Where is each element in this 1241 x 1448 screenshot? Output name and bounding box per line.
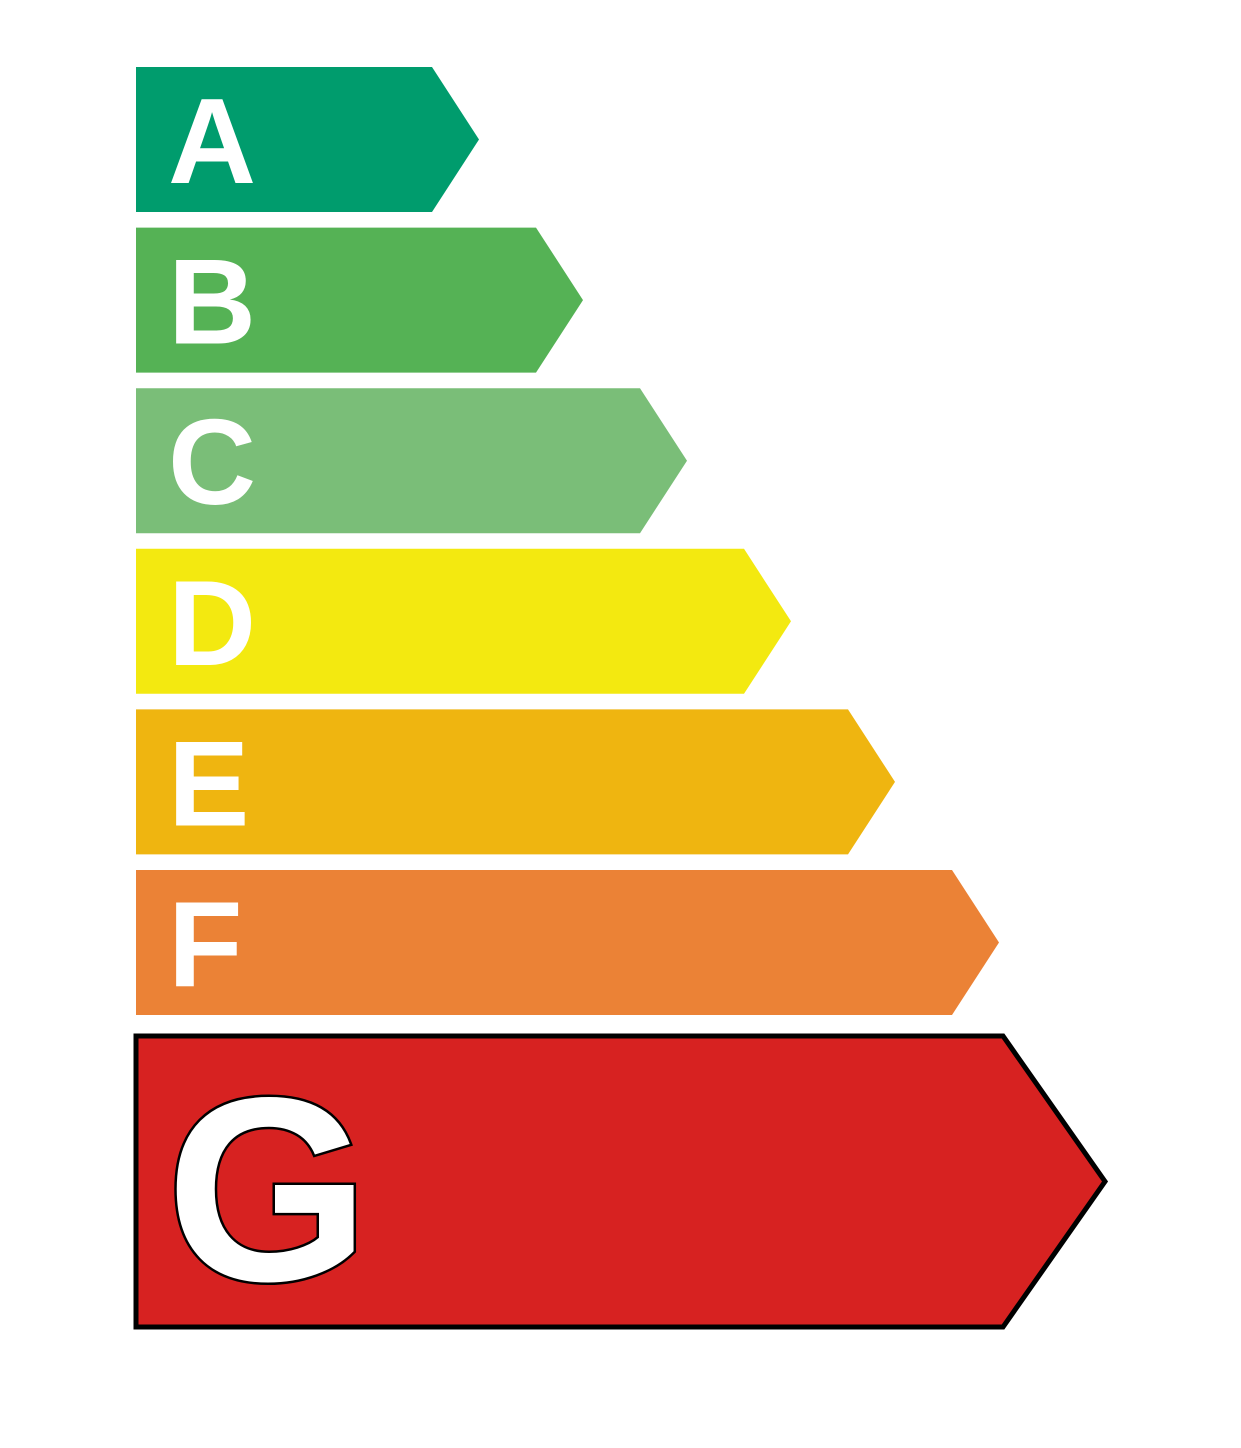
rating-letter: F bbox=[168, 876, 243, 1012]
rating-bar-f: F bbox=[136, 870, 999, 1015]
rating-letter: C bbox=[168, 394, 256, 530]
rating-letter: B bbox=[168, 234, 256, 370]
rating-bar-d: D bbox=[136, 548, 791, 694]
rating-arrow bbox=[136, 388, 687, 534]
rating-arrow bbox=[136, 67, 479, 212]
rating-letter: E bbox=[168, 715, 249, 851]
rating-arrow bbox=[133, 1033, 1109, 1330]
rating-letter: G bbox=[166, 1043, 370, 1336]
rating-bar-c: C bbox=[136, 388, 687, 534]
rating-arrow bbox=[136, 870, 999, 1015]
rating-arrow bbox=[136, 227, 583, 373]
rating-bar-b: B bbox=[136, 227, 583, 373]
rating-bar-e: E bbox=[136, 709, 895, 855]
rating-arrow bbox=[136, 709, 895, 855]
rating-letter: A bbox=[168, 73, 256, 209]
rating-bar-a: A bbox=[136, 67, 479, 212]
rating-bar-g: G bbox=[133, 1033, 1109, 1339]
rating-letter: D bbox=[168, 555, 256, 691]
rating-arrow bbox=[136, 548, 791, 694]
